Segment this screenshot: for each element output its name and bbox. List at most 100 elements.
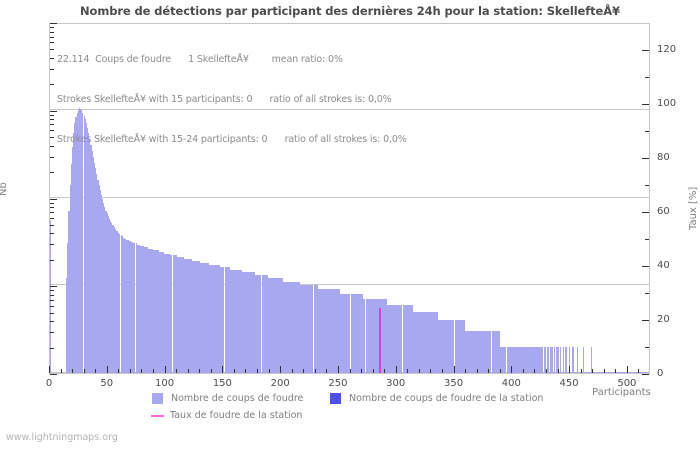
histogram-bar xyxy=(460,320,462,373)
histogram-bar xyxy=(288,281,290,373)
histogram-bar xyxy=(237,269,239,373)
x-tick-minor xyxy=(557,369,559,373)
histogram-bar xyxy=(414,311,416,373)
histogram-bar xyxy=(593,372,595,373)
x-tick-major xyxy=(337,366,339,373)
histogram-bar xyxy=(218,265,220,373)
x-tick-minor xyxy=(129,369,131,373)
histogram-bar xyxy=(396,304,398,373)
y-tick-minor xyxy=(50,290,54,292)
histogram-bar xyxy=(402,304,404,373)
y-tick-minor xyxy=(50,172,54,174)
histogram-bar xyxy=(73,133,75,373)
histogram-bar xyxy=(147,247,149,373)
histogram-bar xyxy=(541,346,543,373)
histogram-bar xyxy=(512,346,514,373)
histogram-bar xyxy=(411,304,413,373)
y-tick-minor xyxy=(50,36,54,38)
histogram-bar xyxy=(370,298,372,373)
histogram-bar xyxy=(409,304,411,373)
histogram-bar xyxy=(459,320,461,373)
histogram-bar xyxy=(491,331,493,373)
histogram-bar xyxy=(404,304,406,373)
histogram-bar xyxy=(464,331,467,373)
histogram-bar xyxy=(631,372,633,373)
y-tick-minor xyxy=(50,233,54,235)
histogram-bar xyxy=(614,372,616,373)
legend-item[interactable]: Nombre de coups de foudre de la station xyxy=(330,393,543,404)
histogram-bar xyxy=(89,138,91,373)
histogram-bar xyxy=(528,346,530,373)
histogram-bar xyxy=(627,372,629,373)
histogram-bar xyxy=(622,372,624,373)
histogram-bar xyxy=(393,304,395,373)
histogram-bar xyxy=(630,372,632,373)
histogram-bar xyxy=(543,346,545,373)
histogram-bar xyxy=(301,285,304,373)
y-tick-minor-right xyxy=(645,347,649,348)
histogram-bar xyxy=(259,275,261,373)
histogram-bar xyxy=(594,372,596,373)
histogram-bar xyxy=(187,258,189,373)
y-tick-minor xyxy=(50,31,54,33)
histogram-bar xyxy=(76,112,78,373)
histogram-bar xyxy=(325,289,327,373)
histogram-bar xyxy=(620,372,623,373)
histogram-bar xyxy=(440,320,442,373)
histogram-bar xyxy=(556,346,558,373)
x-tick-minor xyxy=(303,369,305,373)
y-tick-minor xyxy=(50,68,54,70)
gridline xyxy=(50,108,649,110)
y-tick-label-right: 0 xyxy=(657,368,664,379)
histogram-bar xyxy=(394,304,396,373)
histogram-bar xyxy=(568,346,571,373)
histogram-bar xyxy=(516,346,519,373)
histogram-bar xyxy=(451,320,453,373)
histogram-bar xyxy=(150,248,152,373)
histogram-bar xyxy=(326,289,328,373)
y-tick-minor xyxy=(50,332,54,334)
legend-item[interactable]: Taux de foudre de la station xyxy=(151,410,302,421)
y-tick-label-right: 120 xyxy=(657,44,677,55)
histogram-bar xyxy=(300,285,302,373)
histogram-bar xyxy=(93,162,96,373)
y-tick-minor xyxy=(50,84,54,86)
watermark: www.lightningmaps.org xyxy=(6,432,118,443)
histogram-bar xyxy=(572,346,574,373)
histogram-bar xyxy=(490,331,492,373)
histogram-bar xyxy=(185,258,187,373)
histogram-bar xyxy=(210,265,212,373)
x-tick-major xyxy=(626,366,628,373)
histogram-bar xyxy=(527,346,529,373)
annotation-line-0: 22.114 Coups de foudre 1 SkellefteÅ¥ mea… xyxy=(57,54,343,66)
histogram-bar xyxy=(318,289,320,373)
histogram-bar xyxy=(258,275,260,373)
histogram-bar xyxy=(380,298,382,373)
histogram-bar xyxy=(97,179,99,373)
histogram-bar xyxy=(175,255,178,373)
histogram-bar xyxy=(137,244,139,373)
histogram-bar xyxy=(81,110,83,373)
histogram-bar xyxy=(222,267,224,373)
legend-item[interactable]: Nombre de coups de foudre xyxy=(152,393,303,404)
histogram-bar xyxy=(548,346,550,373)
annotation-block: 22.114 Coups de foudre 1 SkellefteÅ¥ mea… xyxy=(57,27,407,172)
histogram-bar xyxy=(200,262,202,373)
histogram-bar xyxy=(315,285,317,373)
histogram-bar xyxy=(127,239,129,373)
histogram-bar xyxy=(244,272,246,373)
histogram-bar xyxy=(595,372,597,373)
x-tick-major xyxy=(164,366,166,373)
histogram-bar xyxy=(546,346,549,373)
histogram-bar xyxy=(232,269,234,373)
histogram-bar xyxy=(50,219,52,373)
histogram-bar xyxy=(610,372,612,373)
histogram-bar xyxy=(534,346,536,373)
histogram-bar xyxy=(590,346,593,373)
x-tick-minor xyxy=(476,369,478,373)
histogram-bar xyxy=(597,372,599,373)
histogram-bar xyxy=(135,243,137,373)
histogram-bar xyxy=(313,285,315,373)
histogram-bar xyxy=(149,248,151,373)
histogram-bar xyxy=(349,293,351,373)
